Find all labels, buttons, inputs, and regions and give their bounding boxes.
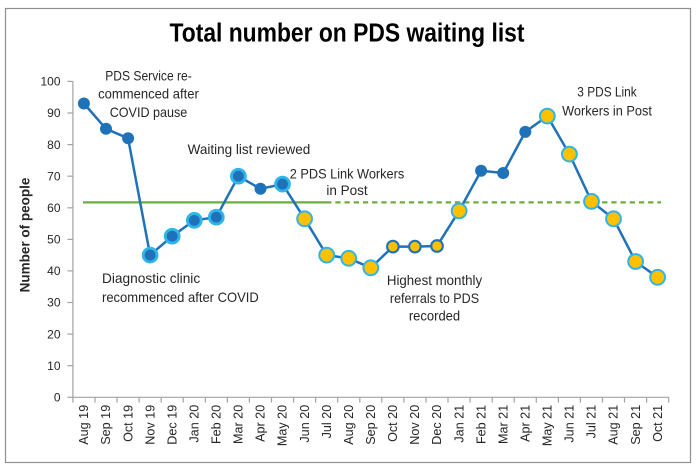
svg-text:Oct 21: Oct 21: [651, 405, 665, 442]
svg-text:Nov 20: Nov 20: [408, 405, 422, 445]
svg-text:80: 80: [47, 138, 61, 152]
svg-text:Jun 21: Jun 21: [563, 405, 577, 443]
svg-text:COVID pause: COVID pause: [110, 104, 188, 120]
svg-text:Oct 19: Oct 19: [121, 405, 135, 442]
svg-text:Diagnostic clinic: Diagnostic clinic: [102, 270, 200, 286]
svg-text:Aug 19: Aug 19: [77, 405, 91, 445]
svg-text:in Post: in Post: [326, 182, 367, 198]
svg-text:Oct 20: Oct 20: [386, 405, 400, 442]
svg-text:Dec 19: Dec 19: [165, 405, 179, 445]
svg-text:Apr 20: Apr 20: [254, 405, 268, 442]
svg-text:referrals to PDS: referrals to PDS: [390, 290, 479, 306]
svg-text:70: 70: [47, 169, 61, 183]
svg-text:Waiting list reviewed: Waiting list reviewed: [188, 141, 311, 157]
svg-text:Dec 20: Dec 20: [430, 405, 444, 445]
svg-text:Workers in Post: Workers in Post: [562, 102, 652, 118]
svg-text:Aug 21: Aug 21: [607, 405, 621, 445]
svg-text:Feb 21: Feb 21: [474, 405, 488, 444]
svg-text:2 PDS Link Workers: 2 PDS Link Workers: [290, 166, 404, 182]
svg-text:Number of people: Number of people: [18, 177, 33, 292]
svg-text:Total number on PDS waiting li: Total number on PDS waiting list: [170, 20, 525, 48]
svg-text:commenced after: commenced after: [98, 86, 199, 102]
svg-text:Mar 21: Mar 21: [496, 405, 510, 444]
svg-text:3 PDS Link: 3 PDS Link: [577, 84, 637, 100]
svg-text:Jun 20: Jun 20: [298, 405, 312, 443]
svg-text:May 21: May 21: [541, 405, 555, 446]
svg-text:20: 20: [47, 327, 61, 341]
svg-text:Jul 21: Jul 21: [585, 405, 599, 439]
svg-text:Aug 20: Aug 20: [342, 405, 356, 445]
svg-text:Apr 21: Apr 21: [519, 405, 533, 442]
svg-text:0: 0: [54, 391, 61, 405]
svg-text:100: 100: [40, 75, 60, 89]
svg-text:Sep 20: Sep 20: [364, 405, 378, 445]
svg-text:90: 90: [47, 106, 61, 120]
svg-text:60: 60: [47, 201, 61, 215]
svg-text:Feb 20: Feb 20: [210, 405, 224, 444]
svg-text:Nov 19: Nov 19: [143, 405, 157, 445]
svg-text:Sep 19: Sep 19: [99, 405, 113, 445]
svg-text:May 20: May 20: [276, 405, 290, 446]
svg-text:50: 50: [47, 233, 61, 247]
svg-text:Sep 21: Sep 21: [629, 405, 643, 445]
svg-text:30: 30: [47, 296, 61, 310]
svg-text:Mar 20: Mar 20: [232, 405, 246, 444]
svg-text:recorded: recorded: [409, 307, 460, 323]
svg-text:PDS Service re-: PDS Service re-: [105, 68, 192, 84]
svg-text:Jul 20: Jul 20: [320, 405, 334, 439]
svg-text:10: 10: [47, 359, 61, 373]
svg-text:Highest monthly: Highest monthly: [387, 272, 482, 288]
svg-text:Jan 21: Jan 21: [452, 405, 466, 443]
svg-text:Jan 20: Jan 20: [188, 405, 202, 443]
svg-text:recommenced after COVID: recommenced after COVID: [102, 289, 259, 305]
svg-text:40: 40: [47, 264, 61, 278]
